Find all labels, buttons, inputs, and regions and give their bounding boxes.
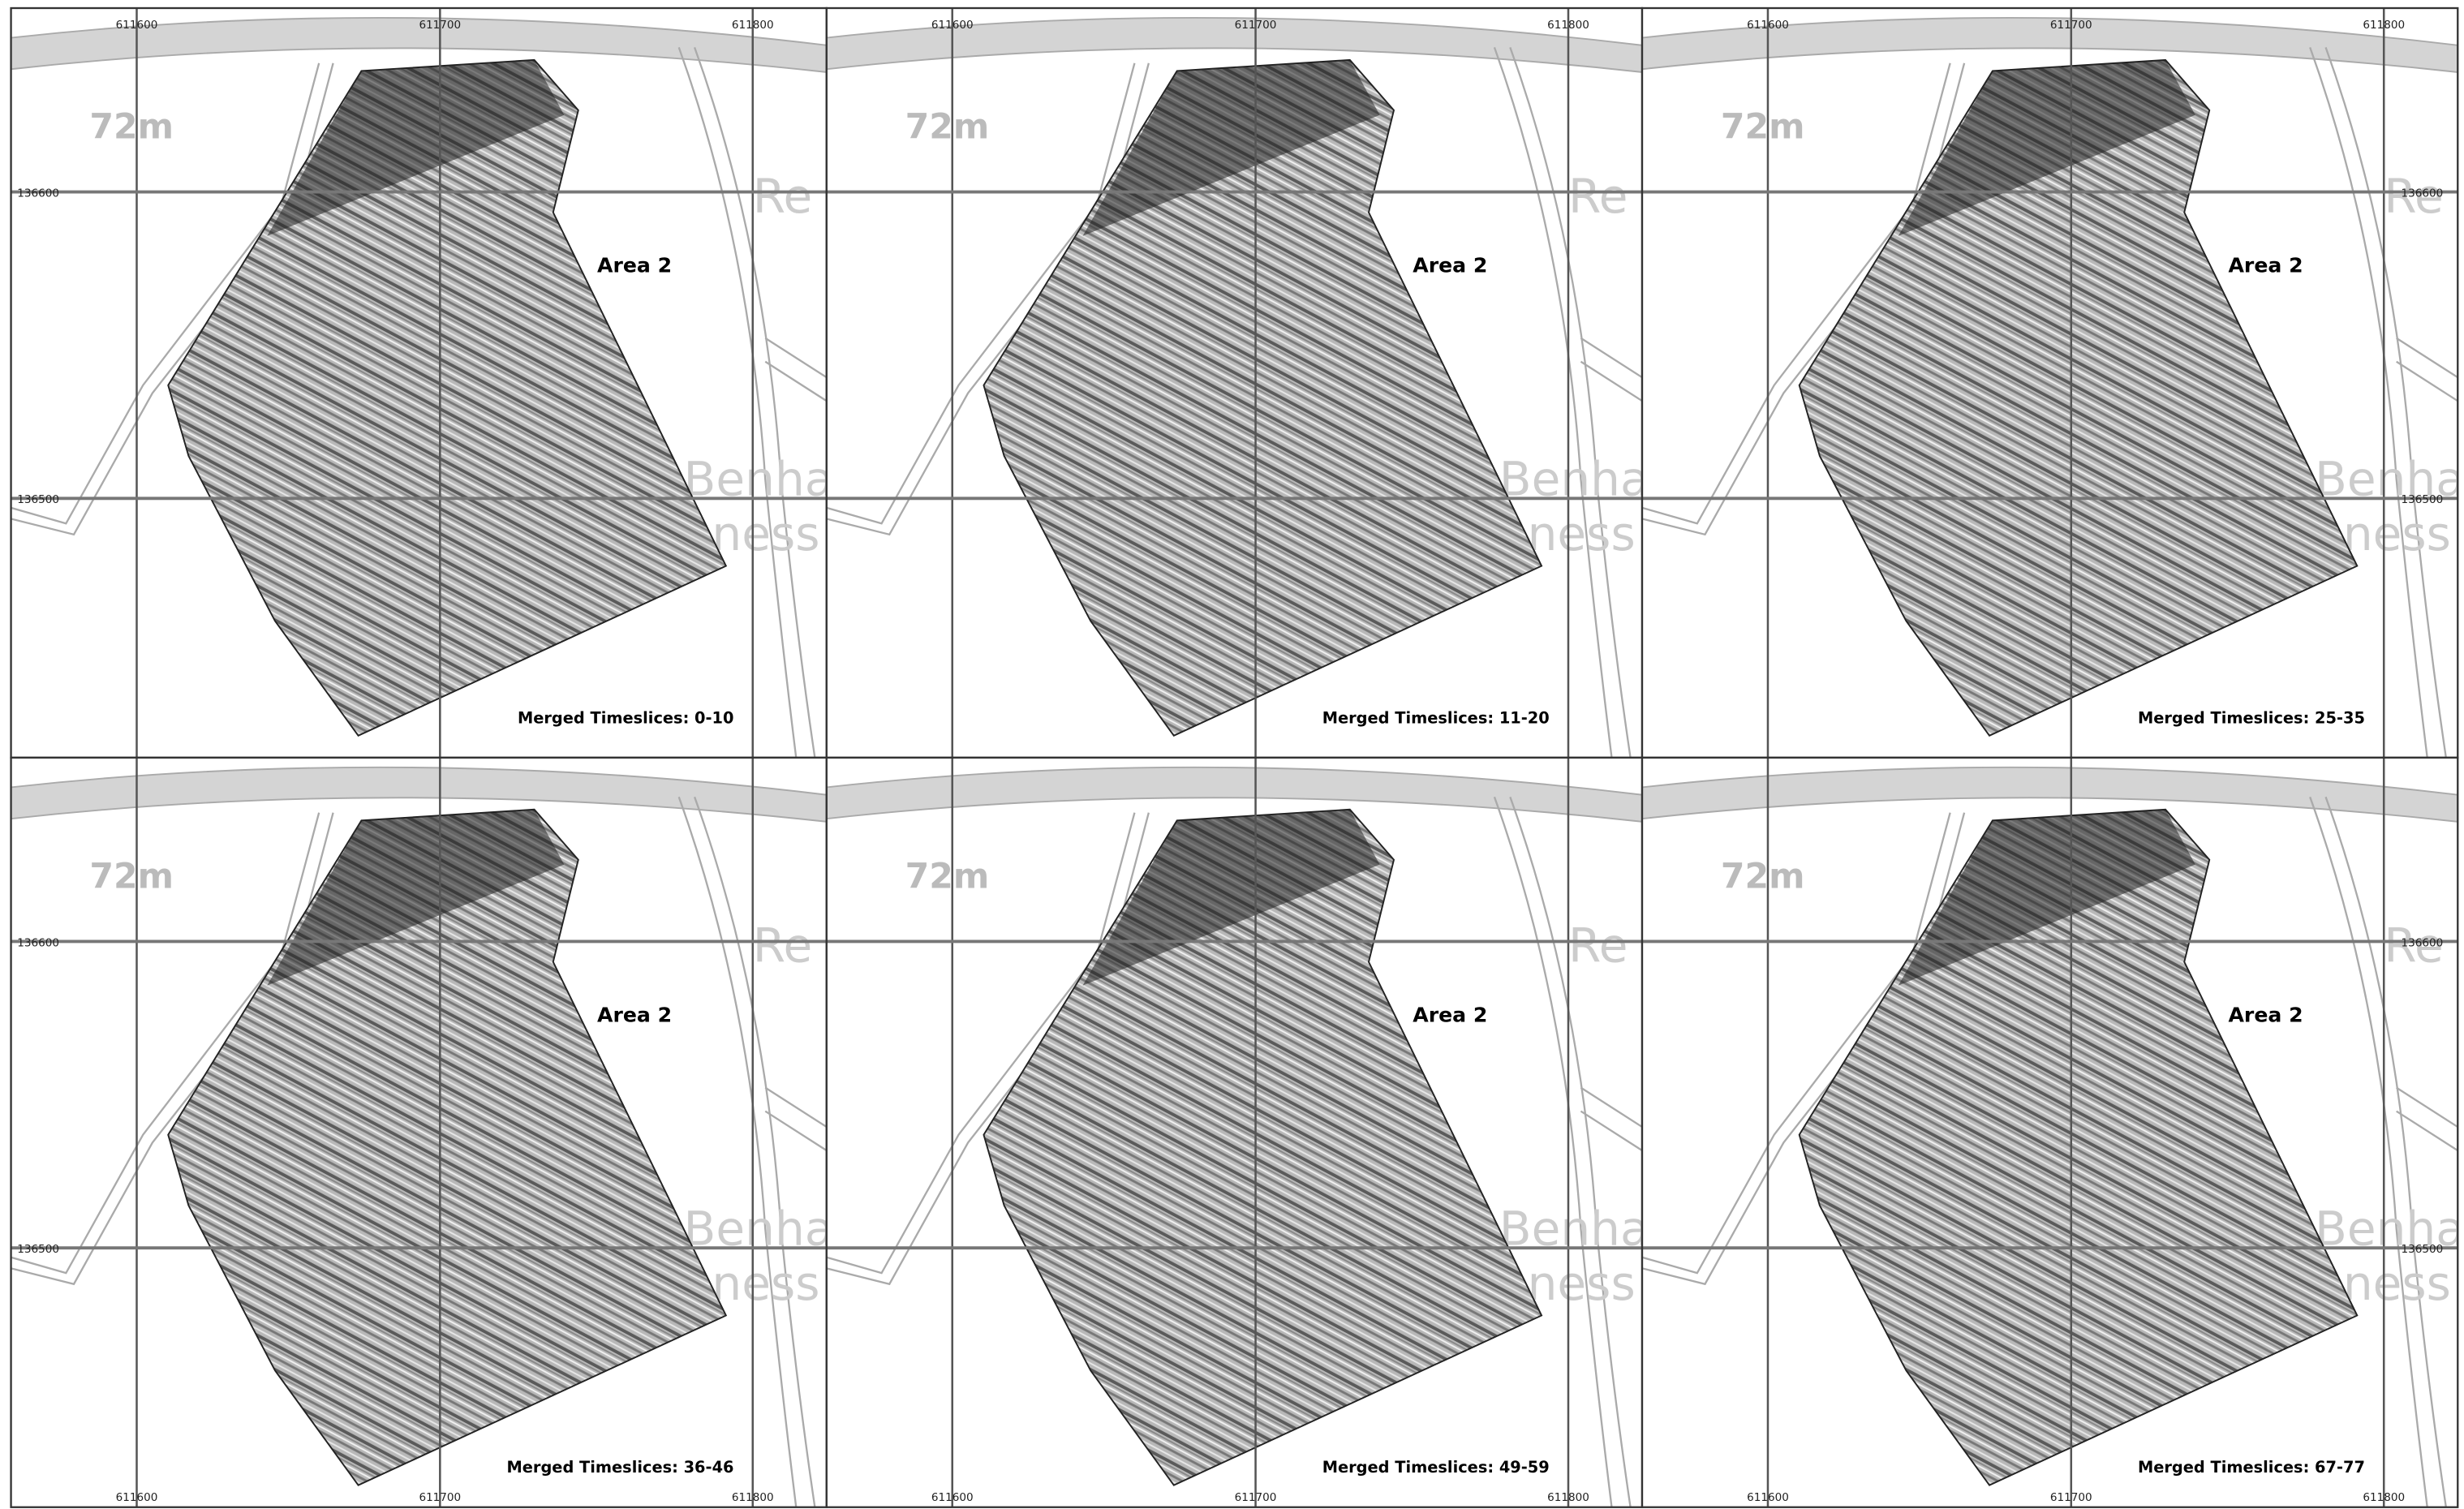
x-coordinate-label: 611800 [1547, 19, 1589, 32]
x-coordinate-label: 611700 [419, 1491, 461, 1504]
map-label: ness [1528, 506, 1636, 561]
map-line [2396, 1086, 2458, 1152]
x-coordinate-label: 611700 [2050, 1491, 2092, 1504]
road [1642, 16, 2458, 73]
area-label: Area 2 [1413, 1003, 1487, 1026]
map-label: Re [2384, 918, 2444, 974]
map-label: ness [2343, 506, 2451, 561]
map-line [2396, 337, 2458, 402]
map-line [1493, 47, 1613, 758]
area-label: Area 2 [597, 1003, 672, 1026]
x-coordinate-label: 611600 [116, 19, 158, 32]
y-coordinate-label: 136600 [2402, 936, 2444, 949]
road [11, 766, 827, 823]
road [826, 16, 1643, 73]
map-line [764, 337, 827, 402]
y-coordinate-label: 136500 [2402, 1243, 2444, 1256]
map-line [826, 812, 1136, 1275]
map-label: 72m [89, 107, 174, 148]
map-line [1580, 337, 1643, 402]
area-label: Area 2 [2228, 253, 2303, 277]
map-line [2324, 796, 2448, 1507]
x-coordinate-label: 611700 [419, 19, 461, 32]
panel-caption: Merged Timeslices: 11-20 [1322, 708, 1550, 727]
x-coordinate-label: 611800 [1547, 1491, 1589, 1504]
x-coordinate-label: 611600 [116, 1491, 158, 1504]
map-label: Re [2384, 169, 2444, 224]
x-coordinate-label: 611600 [931, 1491, 974, 1504]
x-coordinate-label: 611700 [1235, 19, 1277, 32]
panel-caption: Merged Timeslices: 67-77 [2138, 1458, 2365, 1477]
map-label: Re [753, 918, 813, 974]
road [11, 16, 827, 73]
map-line [764, 1086, 827, 1152]
map-line [2309, 796, 2428, 1507]
map-line [2309, 47, 2428, 758]
x-coordinate-label: 611800 [732, 1491, 774, 1504]
map-line [1509, 47, 1632, 758]
map-label: 72m [905, 857, 990, 897]
area-label: Area 2 [1413, 253, 1487, 277]
y-coordinate-label: 136600 [2402, 187, 2444, 200]
map-line [11, 62, 320, 525]
y-coordinate-label: 136500 [17, 493, 59, 506]
map-line [1509, 796, 1632, 1507]
map-label: Re [1568, 169, 1628, 224]
map-label: 72m [89, 857, 174, 897]
y-coordinate-label: 136600 [17, 936, 59, 949]
panel-caption: Merged Timeslices: 49-59 [1322, 1458, 1550, 1477]
x-coordinate-label: 611800 [2363, 1491, 2405, 1504]
y-coordinate-label: 136500 [17, 1243, 59, 1256]
map-line [693, 47, 816, 758]
map-label: ness [712, 506, 819, 561]
map-line [677, 796, 798, 1507]
panel-caption: Merged Timeslices: 0-10 [518, 708, 734, 727]
map-line [1642, 62, 1951, 525]
panel-caption: Merged Timeslices: 25-35 [2138, 708, 2365, 727]
road [826, 766, 1643, 823]
x-coordinate-label: 611700 [2050, 19, 2092, 32]
x-coordinate-label: 611800 [2363, 19, 2405, 32]
panel-border [1641, 756, 2459, 1508]
map-line [11, 812, 320, 1275]
map-label: Re [1568, 918, 1628, 974]
map-label: ness [1528, 1256, 1636, 1311]
road [1642, 766, 2458, 823]
x-coordinate-label: 611700 [1235, 1491, 1277, 1504]
map-label: ness [2343, 1256, 2451, 1311]
y-coordinate-label: 136500 [2402, 493, 2444, 506]
map-line [1642, 812, 1951, 1275]
panel-caption: Merged Timeslices: 36-46 [507, 1458, 734, 1477]
map-line [693, 796, 816, 1507]
map-line [1580, 1086, 1643, 1152]
map-line [1493, 796, 1613, 1507]
x-coordinate-label: 611600 [931, 19, 974, 32]
map-label: Re [753, 169, 813, 224]
map-line [826, 62, 1136, 525]
map-label: 72m [1721, 857, 1805, 897]
x-coordinate-label: 611800 [732, 19, 774, 32]
map-line [2324, 47, 2448, 758]
y-coordinate-label: 136600 [17, 187, 59, 200]
area-label: Area 2 [597, 253, 672, 277]
map-label: 72m [905, 107, 990, 148]
map-line [677, 47, 798, 758]
x-coordinate-label: 611600 [1747, 1491, 1789, 1504]
area-label: Area 2 [2228, 1003, 2303, 1026]
x-coordinate-label: 611600 [1747, 19, 1789, 32]
map-label: 72m [1721, 107, 1805, 148]
map-label: ness [712, 1256, 819, 1311]
